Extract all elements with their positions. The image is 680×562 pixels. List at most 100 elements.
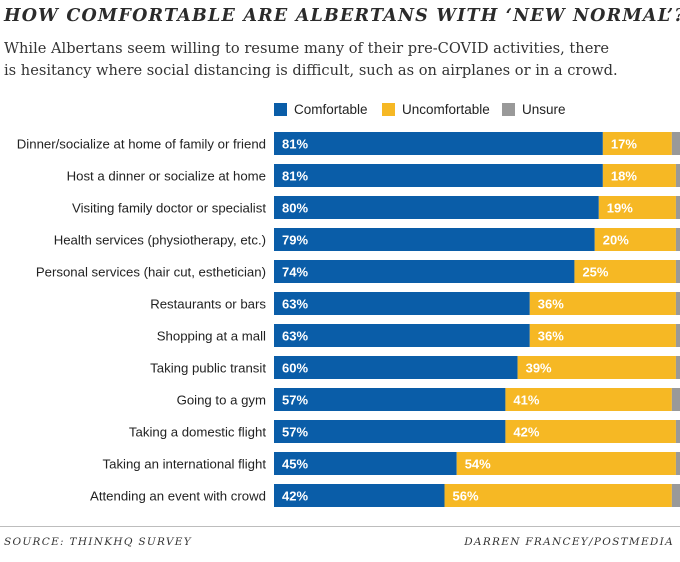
bar-segment-comfortable <box>274 356 518 379</box>
category-label: Attending an event with crowd <box>90 489 266 504</box>
bar-segment-uncomfortable <box>505 420 676 443</box>
legend-item-unsure: Unsure <box>502 100 566 118</box>
bar-row: Dinner/socialize at home of family or fr… <box>17 132 680 155</box>
bar-row: Host a dinner or socialize at home 81% 18% <box>67 164 680 187</box>
chart-title: HOW COMFORTABLE ARE ALBERTANS WITH ‘NEW … <box>4 6 680 26</box>
bar-segment-unsure <box>675 420 680 443</box>
legend-label-unsure: Unsure <box>522 101 566 117</box>
category-label: Health services (physiotherapy, etc.) <box>54 233 266 248</box>
category-label: Taking public transit <box>150 361 266 376</box>
category-label: Going to a gym <box>177 393 266 408</box>
data-label-uncomfortable: 39% <box>526 361 552 376</box>
legend-swatch-uncomfortable <box>382 102 395 116</box>
category-label: Shopping at a mall <box>157 329 266 344</box>
data-label-comfortable: 80% <box>282 201 308 216</box>
bar-segment-comfortable <box>274 228 595 251</box>
bar-segment-comfortable <box>274 388 506 411</box>
bar-segment-unsure <box>671 132 680 155</box>
bar-segment-uncomfortable <box>444 484 672 507</box>
bar-segment-unsure <box>675 452 680 475</box>
bar-segment-unsure <box>675 228 680 251</box>
category-label: Taking a domestic flight <box>129 425 266 440</box>
bar-row: Health services (physiotherapy, etc.) 79%… <box>54 228 680 251</box>
bar-segment-comfortable <box>274 420 506 443</box>
bar-segment-uncomfortable <box>505 388 672 411</box>
data-label-uncomfortable: 36% <box>538 297 564 312</box>
bar-row: Attending an event with crowd 42% 56% <box>90 484 680 507</box>
bar-segment-uncomfortable <box>594 228 676 251</box>
data-label-comfortable: 42% <box>282 489 308 504</box>
legend-label-comfortable: Comfortable <box>294 101 368 117</box>
category-label: Dinner/socialize at home of family or fr… <box>17 137 266 152</box>
bar-segment-unsure <box>675 292 680 315</box>
data-label-comfortable: 57% <box>282 425 308 440</box>
subtitle-line-1: While Albertans seem willing to resume m… <box>4 40 609 57</box>
bar-segment-unsure <box>675 164 680 187</box>
bar-segment-comfortable <box>274 260 575 283</box>
legend-item-uncomfortable: Uncomfortable <box>382 100 490 118</box>
data-label-comfortable: 63% <box>282 297 308 312</box>
category-label: Restaurants or bars <box>150 297 266 312</box>
legend-label-uncomfortable: Uncomfortable <box>402 101 490 117</box>
legend-swatch-unsure <box>502 102 515 116</box>
bar-row: Visiting family doctor or specialist 80% 1… <box>72 196 680 219</box>
bar-segment-comfortable <box>274 324 530 347</box>
bar-segment-unsure <box>675 356 680 379</box>
bar-segment-uncomfortable <box>529 292 676 315</box>
data-label-uncomfortable: 56% <box>453 489 479 504</box>
legend-swatch-comfortable <box>274 102 287 116</box>
bar-row: Taking a domestic flight 57% 42% <box>129 420 680 443</box>
footer-divider <box>0 526 680 527</box>
chart-legend: Comfortable Uncomfortable Unsure <box>0 100 680 118</box>
bar-segment-uncomfortable <box>602 132 672 155</box>
data-label-comfortable: 57% <box>282 393 308 408</box>
bar-segment-unsure <box>675 260 680 283</box>
data-label-uncomfortable: 19% <box>607 201 633 216</box>
bar-segment-unsure <box>671 388 680 411</box>
data-label-comfortable: 63% <box>282 329 308 344</box>
bar-segment-uncomfortable <box>602 164 676 187</box>
chart-subtitle: While Albertans seem willing to resume m… <box>4 38 676 82</box>
legend-item-comfortable: Comfortable <box>274 100 368 118</box>
stacked-bar-chart: Dinner/socialize at home of family or fr… <box>17 132 680 507</box>
bar-segment-uncomfortable <box>517 356 676 379</box>
category-label: Visiting family doctor or specialist <box>72 201 266 216</box>
data-label-uncomfortable: 25% <box>582 265 608 280</box>
bar-segment-unsure <box>675 324 680 347</box>
data-label-uncomfortable: 54% <box>465 457 491 472</box>
data-label-comfortable: 74% <box>282 265 308 280</box>
data-label-comfortable: 81% <box>282 169 308 184</box>
bar-row: Going to a gym 57% 41% <box>177 388 680 411</box>
bar-row: Taking public transit 60% 39% <box>150 356 680 379</box>
credit-note: DARREN FRANCEY/POSTMEDIA <box>464 536 674 548</box>
bar-segment-comfortable <box>274 164 603 187</box>
bar-row: Taking an international flight 45% 54% <box>103 452 680 475</box>
subtitle-line-2: is hesitancy where social distancing is … <box>4 62 618 79</box>
data-label-uncomfortable: 18% <box>611 169 637 184</box>
data-label-uncomfortable: 17% <box>611 137 637 152</box>
data-label-uncomfortable: 20% <box>603 233 629 248</box>
bar-row: Shopping at a mall 63% 36% <box>157 324 680 347</box>
bar-segment-unsure <box>675 196 680 219</box>
bar-row: Restaurants or bars 63% 36% <box>150 292 680 315</box>
category-label: Personal services (hair cut, esthetician… <box>36 265 266 280</box>
bar-segment-uncomfortable <box>574 260 676 283</box>
data-label-comfortable: 45% <box>282 457 308 472</box>
data-label-comfortable: 81% <box>282 137 308 152</box>
bar-segment-unsure <box>671 484 680 507</box>
data-label-comfortable: 60% <box>282 361 308 376</box>
category-label: Host a dinner or socialize at home <box>67 169 266 184</box>
category-label: Taking an international flight <box>103 457 267 472</box>
bar-segment-comfortable <box>274 484 445 507</box>
bar-segment-uncomfortable <box>529 324 676 347</box>
bar-segment-comfortable <box>274 292 530 315</box>
bar-segment-uncomfortable <box>598 196 676 219</box>
data-label-uncomfortable: 41% <box>513 393 539 408</box>
bar-row: Personal services (hair cut, esthetician… <box>36 260 680 283</box>
data-label-uncomfortable: 42% <box>513 425 539 440</box>
data-label-comfortable: 79% <box>282 233 308 248</box>
bar-segment-uncomfortable <box>456 452 676 475</box>
source-note: SOURCE: THINKHQ SURVEY <box>4 536 192 548</box>
data-label-uncomfortable: 36% <box>538 329 564 344</box>
bar-segment-comfortable <box>274 452 457 475</box>
